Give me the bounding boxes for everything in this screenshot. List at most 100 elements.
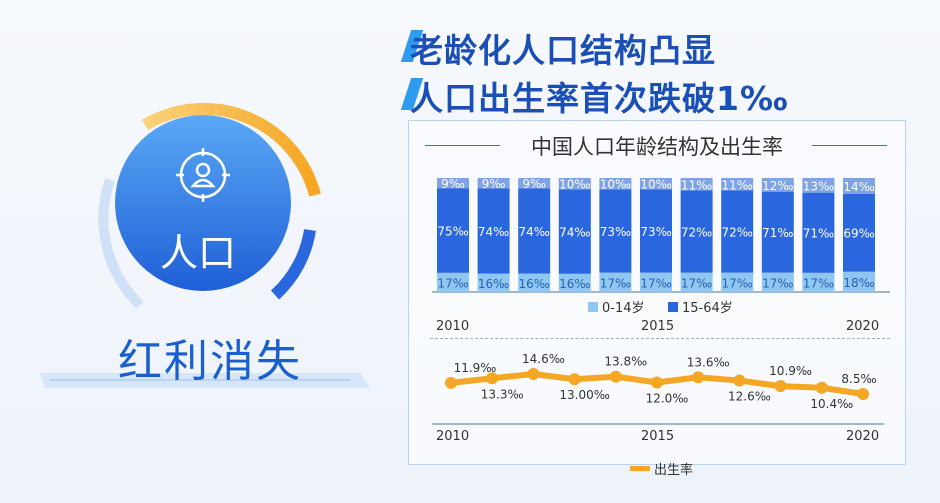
birth-rate-point (815, 381, 828, 394)
birth-rate-point (486, 372, 499, 385)
line-x-tick: 2015 (641, 429, 675, 444)
badge-circle (115, 115, 291, 291)
birth-rate-label: 13.3‰ (481, 387, 524, 401)
bar-data-label: 17‰ (600, 276, 631, 290)
bar-data-label: 9‰ (441, 177, 465, 191)
legend-15-64: 15-64岁 (668, 297, 733, 316)
light-arc (98, 178, 144, 309)
bar-data-label: 13‰ (803, 179, 834, 193)
bar-data-label: 17‰ (437, 276, 468, 290)
bar-data-label: 72‰ (722, 226, 753, 240)
line-x-tick: 2010 (436, 429, 470, 444)
bar-data-label: 9‰ (482, 177, 506, 191)
bar-segment (843, 178, 875, 194)
bar-data-label: 16‰ (519, 277, 550, 291)
legend-label: 15-64岁 (682, 301, 733, 316)
bar-data-label: 72‰ (681, 226, 712, 240)
bar-segment (721, 272, 754, 292)
bar-segment (680, 178, 713, 191)
headline-line-2: 人口出生率首次跌破1‰ (410, 72, 788, 120)
birth-rate-point (651, 376, 663, 389)
bar-data-label: 9‰ (522, 177, 546, 191)
birth-rate-label: 13.00‰ (559, 388, 609, 402)
bar-segment (477, 273, 510, 292)
bar-data-label: 10‰ (640, 178, 671, 192)
bar-segment (558, 189, 591, 274)
bar-segment (761, 272, 794, 292)
bar-segment (640, 272, 672, 292)
bar-segment (437, 188, 469, 273)
line-x-tick: 2020 (846, 429, 880, 444)
birth-rate-point (609, 370, 622, 383)
bar-data-label: 74‰ (519, 225, 550, 239)
bar-data-label: 17‰ (681, 276, 712, 290)
bar-segment (599, 272, 632, 292)
birth-rate-point (445, 376, 457, 389)
bar-data-label: 73‰ (640, 225, 671, 239)
bar-data-label: 73‰ (600, 225, 631, 239)
legend-label: 出生率 (654, 463, 694, 478)
bar-segment (477, 188, 510, 274)
bar-segment (843, 193, 875, 272)
bar-segment (761, 191, 794, 273)
birth-rate-point (527, 368, 540, 380)
legend-0-14: 0-14岁 (588, 297, 645, 316)
bar-segment (437, 272, 469, 292)
legend-birth-rate: 出生率 (630, 459, 693, 478)
birth-rate-label: 10.4‰ (810, 397, 853, 411)
birth-rate-point (733, 374, 746, 387)
badge-label: 人口 (160, 231, 237, 275)
bar-segment (437, 178, 469, 189)
bar-segment (802, 192, 835, 273)
bar-data-label: 16‰ (559, 277, 590, 291)
bar-segment (558, 178, 591, 190)
bar-segment (518, 273, 551, 292)
bar-x-tick: 2015 (641, 319, 675, 334)
bar-data-label: 11‰ (722, 178, 753, 192)
bar-segment (640, 189, 672, 273)
legend-label: 0-14岁 (602, 301, 645, 316)
bar-data-label: 75‰ (437, 224, 468, 238)
divider (430, 338, 890, 339)
birth-rate-label: 11.9‰ (454, 361, 497, 375)
bar-segment (518, 188, 551, 274)
bar-data-label: 10‰ (600, 178, 631, 192)
birth-rate-point (692, 371, 705, 384)
birth-rate-label: 14.6‰ (522, 352, 565, 366)
bar-segment (640, 178, 672, 190)
orange-arc (141, 102, 321, 197)
bar-segment (802, 178, 835, 193)
bar-segment (721, 178, 754, 191)
bar-data-label: 69‰ (843, 227, 874, 241)
population-badge-graphic (40, 102, 370, 388)
bar-data-label: 71‰ (803, 227, 834, 241)
bar-data-label: 14‰ (843, 180, 874, 194)
bar-data-label: 16‰ (478, 277, 509, 291)
blue-arc (270, 228, 316, 300)
bar-data-label: 17‰ (803, 276, 834, 290)
legend-swatch-icon (588, 301, 598, 312)
bar-x-tick: 2010 (436, 319, 470, 334)
bar-segment (680, 272, 713, 292)
bar-data-label: 74‰ (559, 226, 590, 240)
bar-data-label: 18‰ (843, 276, 874, 290)
bar-data-label: 71‰ (762, 226, 793, 240)
bar-data-label: 17‰ (722, 276, 753, 290)
bar-segment (558, 273, 591, 292)
legend-swatch-icon (668, 301, 678, 312)
legend-line-icon (630, 466, 650, 471)
bar-data-label: 17‰ (762, 276, 793, 290)
bar-segment (680, 190, 713, 273)
bar-segment (761, 178, 794, 192)
bar-data-label: 74‰ (478, 225, 509, 239)
bar-segment (843, 271, 875, 292)
birth-rate-point (774, 380, 787, 393)
birth-rate-label: 12.0‰ (646, 392, 689, 406)
chart-title: 中国人口年龄结构及出生率 (531, 135, 783, 159)
birth-rate-label: 13.8‰ (604, 355, 647, 369)
bar-segment (802, 272, 835, 292)
bar-data-label: 12‰ (762, 179, 793, 193)
person-target-icon (176, 148, 230, 202)
